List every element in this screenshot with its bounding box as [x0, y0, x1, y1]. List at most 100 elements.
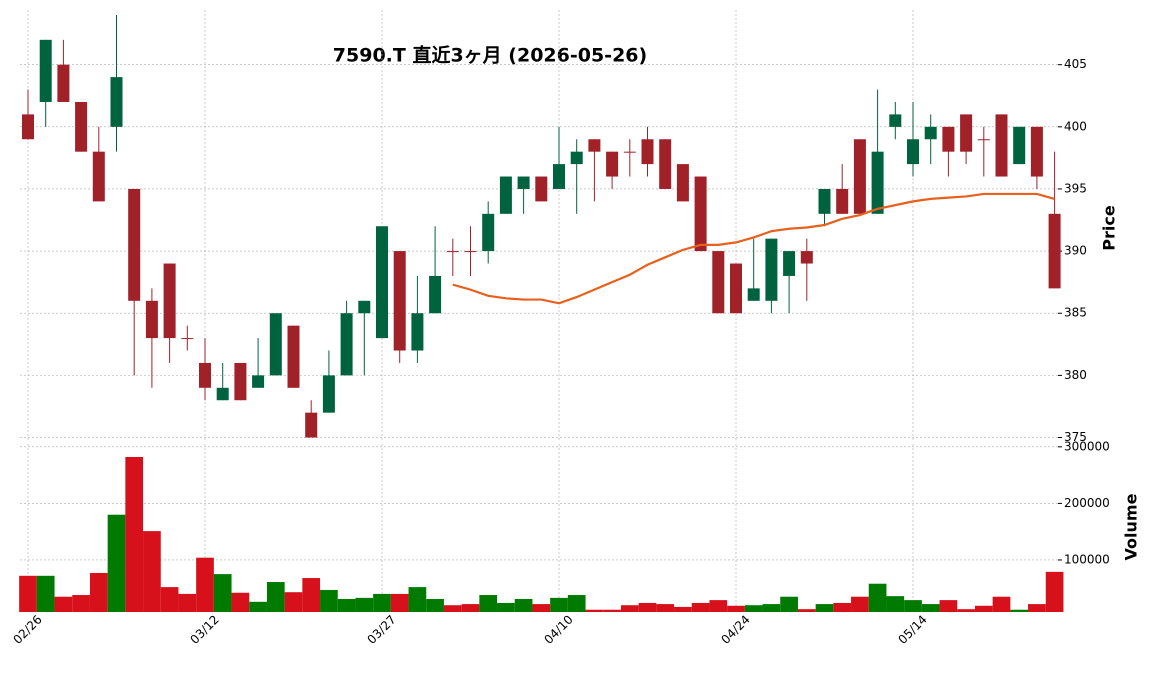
- candle-body: [269, 313, 282, 376]
- volume-bar: [125, 457, 144, 612]
- volume-bar: [603, 609, 621, 612]
- volume-bar: [213, 574, 232, 612]
- candle-body: [588, 139, 601, 152]
- candle-body: [712, 251, 725, 314]
- candle-body: [75, 101, 88, 152]
- volume-bar: [921, 604, 940, 612]
- candle-body: [871, 151, 884, 214]
- candle-body: [110, 77, 123, 127]
- volume-bar: [797, 609, 816, 612]
- candle-body: [907, 139, 919, 165]
- y-axis-label: Volume: [1122, 493, 1141, 560]
- volume-bar: [54, 596, 73, 612]
- volume-bar: [36, 575, 55, 612]
- volume-bar: [1045, 571, 1064, 612]
- volume-bar: [1028, 604, 1046, 612]
- y-tick-label: 380: [1064, 368, 1087, 382]
- candle-body: [995, 114, 1008, 177]
- volume-bar: [443, 605, 462, 612]
- candle-body: [39, 39, 52, 102]
- volume-bar: [143, 531, 161, 612]
- candle-body: [765, 238, 778, 301]
- volume-bar: [231, 592, 250, 612]
- volume-bar: [691, 602, 710, 612]
- volume-bar: [337, 598, 356, 612]
- volume-bar: [178, 593, 197, 612]
- y-tick-label: 390: [1064, 244, 1087, 258]
- volume-bar: [284, 592, 303, 612]
- candle-body: [464, 251, 477, 253]
- candle-body: [535, 176, 548, 202]
- x-tick-label: 02/26: [10, 612, 44, 646]
- candle-body: [145, 300, 158, 339]
- volume-bar: [620, 605, 639, 612]
- volume-bar: [514, 598, 533, 612]
- volume-bar: [89, 572, 108, 612]
- candle-body: [128, 188, 141, 301]
- candle-body: [818, 188, 831, 214]
- candle-body: [199, 362, 211, 388]
- candle-body: [181, 338, 194, 340]
- candle-body: [376, 226, 388, 339]
- volume-bar: [426, 598, 444, 612]
- volume-bar: [320, 589, 338, 612]
- candle-body: [429, 275, 442, 314]
- candle-body: [747, 288, 760, 301]
- y-tick-label: 405: [1064, 57, 1087, 71]
- candle-body: [606, 151, 619, 177]
- candle-body: [853, 139, 866, 214]
- candle-body: [393, 251, 406, 351]
- y-tick-label: 375: [1064, 430, 1087, 444]
- candle-body: [305, 412, 318, 438]
- candle-body: [1013, 126, 1026, 165]
- candle-body: [499, 176, 512, 214]
- volume-bar: [727, 605, 745, 612]
- candle-body: [783, 251, 796, 276]
- volume-bar: [196, 557, 214, 612]
- candle-body: [623, 151, 636, 153]
- volume-bar: [355, 597, 374, 612]
- moving-average: [452, 192, 1055, 305]
- candle-body: [924, 126, 937, 140]
- volume-bar: [815, 604, 834, 612]
- volume-bar: [390, 593, 409, 612]
- volume-bar: [656, 604, 675, 612]
- candle-body: [358, 300, 371, 314]
- candle-body: [570, 151, 583, 165]
- volume-bar: [567, 595, 586, 612]
- x-tick-label: 05/14: [895, 612, 929, 646]
- candle-body: [22, 114, 34, 140]
- volume-bar: [160, 587, 179, 612]
- candle-body: [977, 139, 990, 141]
- x-tick-label: 03/27: [364, 612, 398, 646]
- chart-title: 7590.T 直近3ヶ月 (2026-05-26): [333, 44, 647, 67]
- candle-body: [641, 139, 654, 165]
- volume-bar: [497, 602, 515, 612]
- volume-bar: [974, 605, 993, 612]
- candle-body: [730, 263, 742, 314]
- candle-body: [411, 313, 424, 351]
- candle-body: [287, 325, 300, 388]
- candle-body: [960, 114, 973, 152]
- volume-bar: [833, 602, 852, 612]
- volume-bar: [266, 582, 285, 612]
- volume-bar: [532, 604, 551, 612]
- volume-bar: [72, 595, 90, 612]
- candle-body: [942, 126, 955, 152]
- candle-body: [57, 64, 70, 102]
- volume-bar: [638, 602, 657, 612]
- candle-body: [694, 176, 707, 252]
- volume-bar: [479, 595, 498, 612]
- candle-body: [659, 139, 672, 189]
- volume-bar: [674, 606, 692, 612]
- candle-body: [836, 188, 849, 214]
- y-axis-label: Price: [1100, 205, 1119, 251]
- y-tick-label: 200000: [1064, 496, 1110, 510]
- volume-bar: [249, 601, 267, 612]
- candle-body: [553, 164, 565, 189]
- x-tick-label: 04/10: [541, 612, 575, 646]
- volume-bar: [744, 605, 763, 612]
- candle-body: [234, 362, 247, 401]
- volume-bar: [585, 609, 604, 612]
- volume-bar: [550, 597, 568, 612]
